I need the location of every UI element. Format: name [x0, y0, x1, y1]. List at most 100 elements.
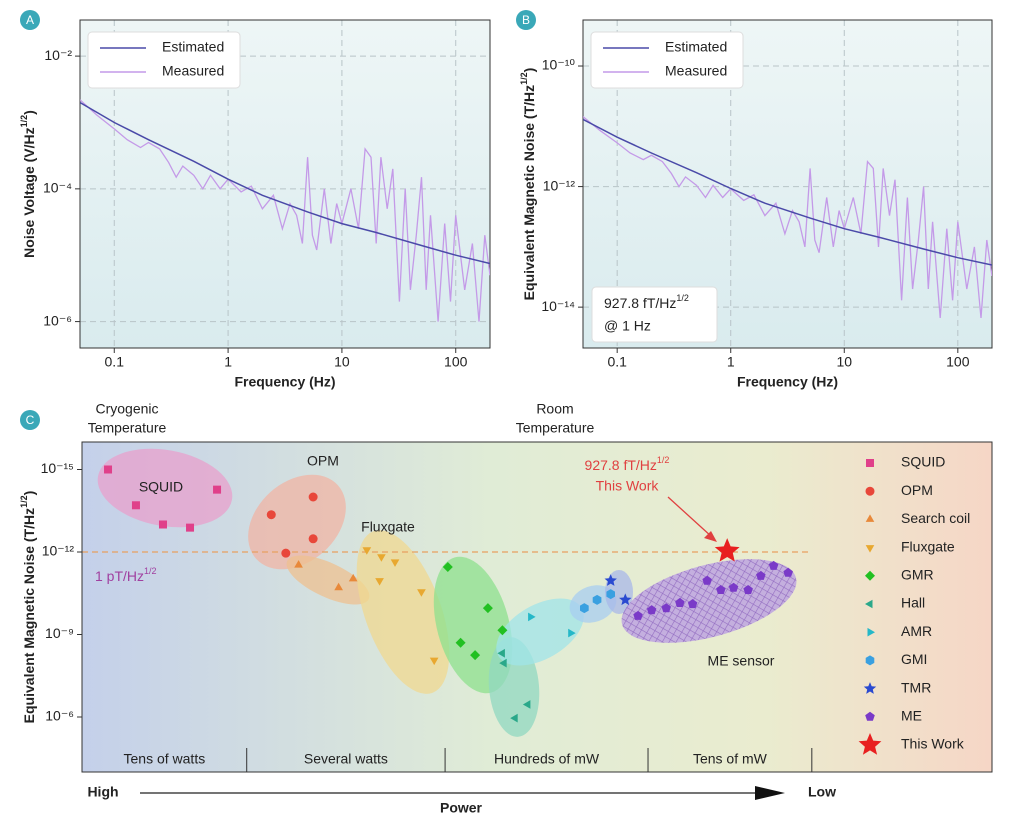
- marker: [865, 655, 875, 666]
- marker: [866, 459, 874, 467]
- power-arrow-head: [755, 786, 785, 800]
- x-tick-label: 100: [444, 354, 468, 370]
- x-tick-label: 10: [334, 354, 350, 370]
- y-tick-label: 10⁻⁴: [43, 180, 72, 196]
- marker: [716, 585, 726, 594]
- marker: [675, 597, 685, 607]
- panel-letter: A: [26, 13, 34, 27]
- marker: [510, 713, 518, 723]
- group-label: ME sensor: [708, 653, 775, 669]
- annotation-part: 927.8 fT/Hz: [604, 295, 676, 311]
- marker: [865, 570, 875, 581]
- temperature-label: Room: [536, 401, 573, 417]
- legend-label: AMR: [901, 623, 932, 639]
- y-axis-label-part: ): [21, 491, 37, 496]
- panel-badge: [20, 10, 40, 30]
- marker: [334, 582, 343, 591]
- marker: [455, 637, 466, 648]
- x-axis-label: Frequency (Hz): [737, 374, 838, 390]
- legend-label: SQUID: [901, 454, 945, 470]
- this-work-label: 927.8 fT/Hz1/2: [585, 455, 670, 472]
- marker: [604, 574, 617, 586]
- y-axis-label: Equivalent Magnetic Noise (T/Hz1/2): [19, 491, 36, 724]
- panel-badge: [20, 410, 40, 430]
- marker: [482, 603, 493, 614]
- marker: [213, 485, 222, 494]
- legend-label: GMI: [901, 651, 927, 667]
- marker: [497, 648, 505, 658]
- marker: [158, 520, 167, 529]
- marker: [592, 594, 602, 605]
- power-label: Power: [440, 800, 483, 816]
- series-line: [80, 101, 490, 265]
- y-axis-label-part: 1/2: [519, 72, 529, 85]
- marker: [865, 514, 875, 522]
- y-tick-label: 10⁻⁹: [45, 625, 74, 641]
- marker: [281, 548, 291, 558]
- annotation: @ 1 Hz: [604, 318, 651, 334]
- y-tick-label: 10⁻¹⁴: [541, 298, 575, 314]
- temperature-label: Temperature: [88, 420, 167, 436]
- marker: [429, 657, 439, 666]
- marker: [522, 700, 531, 709]
- series-line: [583, 118, 992, 266]
- series-line: [583, 116, 992, 319]
- marker: [377, 554, 386, 562]
- annotation: 927.8 fT/Hz1/2: [604, 293, 689, 310]
- group-region: [97, 448, 233, 528]
- arrow-head: [704, 531, 717, 542]
- marker: [865, 545, 875, 553]
- marker: [497, 625, 508, 636]
- legend-label: Fluxgate: [901, 538, 955, 554]
- marker: [646, 605, 657, 615]
- legend-label: Estimated: [665, 39, 727, 55]
- legend-label: Hall: [901, 595, 925, 611]
- marker: [470, 650, 481, 661]
- marker: [865, 711, 875, 721]
- marker: [568, 628, 576, 638]
- band-label: Hundreds of mW: [494, 751, 600, 767]
- y-tick-label: 10⁻⁶: [43, 312, 72, 328]
- band-label: Tens of mW: [693, 751, 768, 767]
- y-axis-label: Noise Voltage (V/Hz1/2): [19, 110, 36, 258]
- y-axis-label-part: ): [21, 110, 37, 115]
- marker: [499, 658, 507, 668]
- group-region: [356, 530, 450, 694]
- marker: [294, 560, 303, 568]
- marker: [131, 501, 140, 510]
- temperature-label: Temperature: [516, 420, 595, 436]
- plot-frame: [79, 19, 491, 349]
- panel-badge: [516, 10, 536, 30]
- marker: [348, 573, 358, 582]
- marker: [702, 575, 712, 585]
- x-axis-label: Frequency (Hz): [234, 374, 335, 390]
- this-work-label-part: 927.8 fT/Hz: [585, 457, 657, 473]
- group-region: [496, 598, 584, 666]
- group-label: Fluxgate: [361, 519, 415, 535]
- x-tick-label: 0.1: [105, 354, 125, 370]
- annotation-arrow: [667, 496, 713, 538]
- marker: [863, 682, 877, 694]
- group-region: [621, 559, 797, 643]
- group-region: [248, 474, 346, 570]
- marker: [390, 559, 400, 567]
- y-axis-label-part: ): [521, 68, 537, 73]
- legend-label: Measured: [162, 63, 224, 79]
- legend-label: Estimated: [162, 39, 224, 55]
- marker: [375, 578, 384, 586]
- marker: [865, 599, 873, 609]
- marker: [362, 547, 372, 555]
- marker: [619, 593, 632, 606]
- y-axis-label-part: 1/2: [19, 115, 29, 128]
- marker: [266, 510, 276, 520]
- marker: [858, 733, 882, 755]
- power-start: High: [87, 784, 118, 800]
- y-axis-label-part: Noise Voltage (V/Hz: [21, 127, 37, 257]
- legend-label: OPM: [901, 482, 933, 498]
- marker: [580, 603, 589, 614]
- series-line: [80, 99, 490, 322]
- legend-box: [87, 31, 241, 89]
- panel-letter: B: [522, 13, 530, 27]
